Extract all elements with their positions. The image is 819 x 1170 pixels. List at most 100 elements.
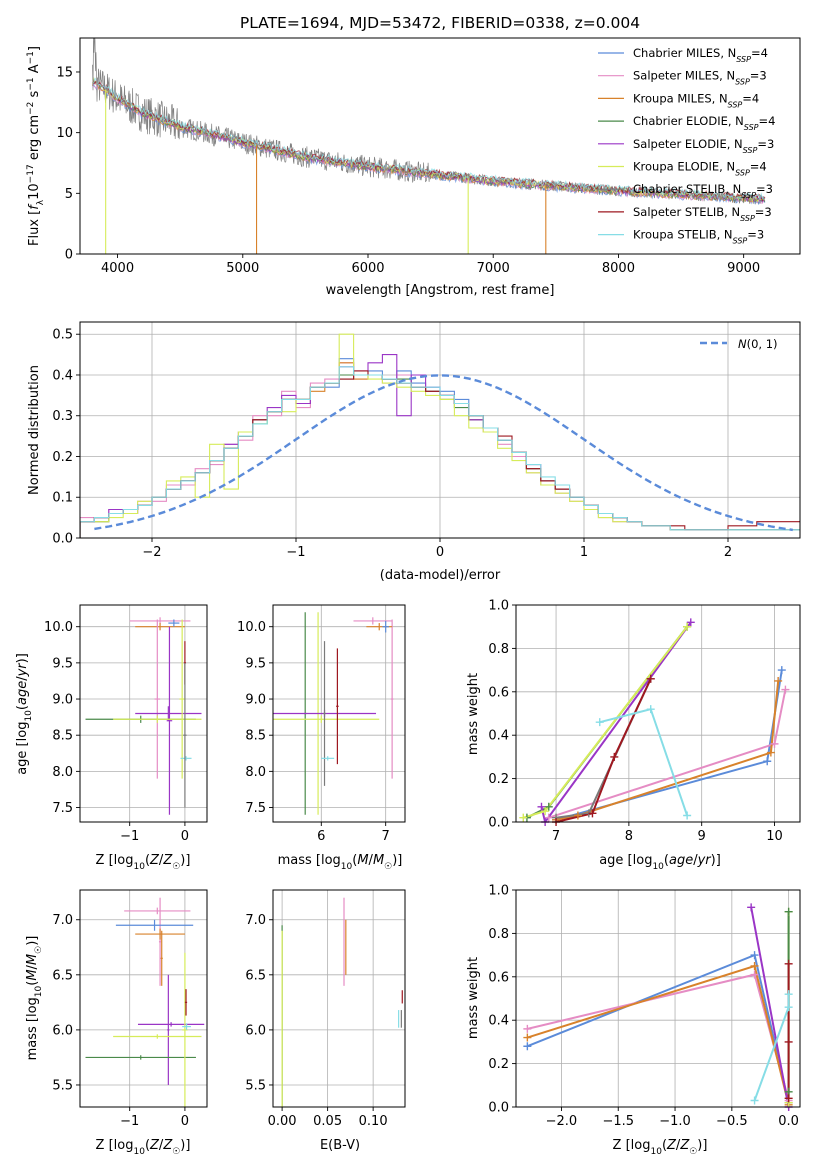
legend-text: Chabrier ELODIE, N xyxy=(633,114,744,128)
label-part: age [log xyxy=(15,722,30,775)
y-tick-label: 6.0 xyxy=(245,1023,266,1038)
legend-tail: =3 xyxy=(747,228,764,242)
label-part: −1 xyxy=(26,77,36,90)
plot-area-residuals xyxy=(80,333,800,538)
x-tick-label: 9000 xyxy=(727,261,760,276)
weight-line xyxy=(555,678,652,822)
label-part: )] xyxy=(15,653,30,663)
legend-tail: =4 xyxy=(759,114,776,128)
label-part: 10 xyxy=(34,985,44,997)
x-tick-label: 0 xyxy=(181,829,189,844)
x-tick-label: −1 xyxy=(286,545,305,560)
label-part: ☉ xyxy=(689,1147,697,1157)
x-tick-label: −1 xyxy=(120,829,139,844)
label-part: λ xyxy=(36,199,46,205)
y-tick-label: 9.5 xyxy=(245,656,266,671)
label-part: ( xyxy=(352,853,357,868)
x-tick-label: 6000 xyxy=(351,261,384,276)
weight-line xyxy=(750,907,790,1107)
legend-label: Salpeter MILES, NSSP=3 xyxy=(633,69,767,87)
x-tick-label: 8000 xyxy=(602,261,635,276)
y-tick-label: 7.5 xyxy=(245,801,266,816)
y-tick-label: 10.0 xyxy=(44,620,73,635)
x-tick-label: −2 xyxy=(142,545,161,560)
y-tick-label: 0.0 xyxy=(488,1101,509,1116)
x-axis-label: wavelength [Angstrom, rest frame] xyxy=(326,283,555,298)
y-tick-label: 0.2 xyxy=(488,1057,509,1072)
legend-sub: SSP xyxy=(740,213,755,222)
label-part: / xyxy=(25,964,40,969)
weight-line xyxy=(555,669,783,821)
y-axis-label: mass weight xyxy=(466,957,481,1039)
label-part: 10 xyxy=(341,862,353,872)
label-part: Z xyxy=(149,853,160,868)
y-tick-label: 15 xyxy=(56,65,73,80)
plot-area-mass_vs_Z xyxy=(85,897,205,1107)
label-part: / xyxy=(693,853,698,868)
x-tick-label: 2 xyxy=(724,545,732,560)
weight-marker xyxy=(784,907,793,916)
weight-line xyxy=(555,680,780,821)
x-tick-label: 6 xyxy=(317,829,325,844)
y-tick-label: 0.8 xyxy=(488,927,509,942)
weight-marker xyxy=(519,813,528,822)
weight-marker xyxy=(683,811,692,820)
y-axis-label: mass [log10(M/M☉)] xyxy=(25,936,44,1061)
label-part: Z [log xyxy=(613,1138,651,1153)
x-tick-label: 0.10 xyxy=(359,1114,388,1129)
label-part: ( xyxy=(662,1138,667,1153)
weight-line xyxy=(523,626,688,819)
x-axis-label: (data-model)/error xyxy=(380,568,501,583)
legend-tail: =4 xyxy=(742,91,759,105)
label-part: 10 xyxy=(652,862,664,872)
legend-text: Chabrier MILES, N xyxy=(633,46,736,60)
legend-label: Kroupa ELODIE, NSSP=4 xyxy=(633,160,767,178)
y-tick-label: 0.4 xyxy=(488,1014,509,1029)
legend-tail: =3 xyxy=(755,205,772,219)
label-part: ( xyxy=(145,1138,150,1153)
y-tick-label: 7.0 xyxy=(245,913,266,928)
plot-area-spectrum xyxy=(92,38,766,254)
legend-text: Kroupa ELODIE, N xyxy=(633,160,735,174)
model-spectrum xyxy=(92,77,766,201)
label-part: yr xyxy=(697,853,713,868)
weight-line xyxy=(527,964,790,1106)
x-tick-label: 9 xyxy=(698,829,706,844)
label-part: / xyxy=(676,1138,681,1153)
label-part: −1 xyxy=(26,51,36,64)
label-part: ☉ xyxy=(34,946,44,954)
label-part: Flux [ xyxy=(27,210,42,246)
axes-frame xyxy=(515,889,801,1108)
legend-label: Chabrier MILES, NSSP=4 xyxy=(633,46,768,64)
label-part: M xyxy=(357,853,368,868)
legend-text: Salpeter STELIB, N xyxy=(633,205,740,219)
weight-marker xyxy=(573,811,582,820)
legend-label: Kroupa STELIB, NSSP=3 xyxy=(633,228,764,246)
y-tick-label: 9.5 xyxy=(52,656,73,671)
weight-marker xyxy=(784,1003,793,1012)
label-part: M xyxy=(25,954,40,965)
label-part: Z xyxy=(679,1138,690,1153)
label-part: A xyxy=(27,64,42,77)
weight-marker xyxy=(541,807,550,816)
legend-tail: =3 xyxy=(750,69,767,83)
legend-sub: SSP xyxy=(728,100,743,109)
x-axis-label: mass [log10(M/M☉)] xyxy=(278,853,403,872)
x-axis-label: age [log10(age/yr)] xyxy=(599,853,721,872)
legend-sub: SSP xyxy=(733,236,748,245)
label-part: Z xyxy=(162,1138,173,1153)
legend-sub: SSP xyxy=(743,145,758,154)
weight-marker xyxy=(747,903,756,912)
legend-label: Kroupa MILES, NSSP=4 xyxy=(633,91,759,109)
y-tick-label: 7.5 xyxy=(52,801,73,816)
x-tick-label: −2.0 xyxy=(546,1114,578,1129)
label-part: yr xyxy=(15,662,30,678)
label-part: 10 xyxy=(24,710,34,722)
legend-sub: SSP xyxy=(735,77,750,86)
y-tick-label: 6.0 xyxy=(52,1023,73,1038)
label-part: 10 xyxy=(27,183,42,200)
weight-marker xyxy=(770,739,779,748)
